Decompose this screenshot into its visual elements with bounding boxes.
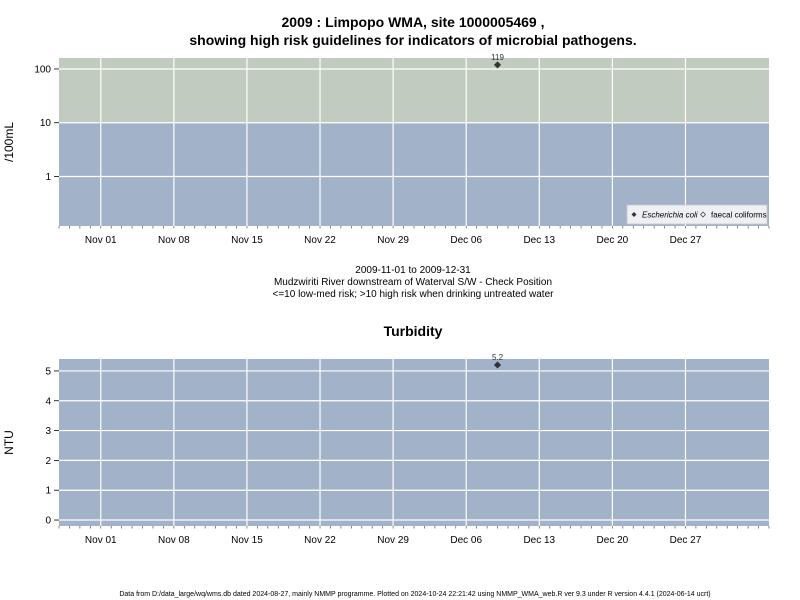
subtitle-date-range: 2009-11-01 to 2009-12-31 (355, 265, 471, 276)
y-tick-label: 1 (45, 172, 51, 183)
x-tick-label: Nov 01 (85, 535, 117, 546)
footer-note: Data from D:/data_large/wq/wms.db dated … (119, 591, 710, 598)
x-tick-label: Dec 13 (523, 235, 555, 246)
x-tick-label: Nov 22 (304, 535, 336, 546)
legend-label-faecal: faecal coliforms (711, 211, 767, 220)
data-label: 119 (491, 53, 504, 62)
x-tick-label: Dec 06 (450, 535, 482, 546)
chart-title-line1: 2009 : Limpopo WMA, site 1000005469 , (282, 14, 545, 30)
subtitle-risk-guideline: <=10 low-med risk; >10 high risk when dr… (273, 289, 555, 300)
x-tick-label: Nov 22 (304, 235, 336, 246)
legend-marker-faecal (700, 211, 706, 218)
subtitle-site-description: Mudzwiriti River downstream of Waterval … (274, 277, 552, 288)
x-tick-label: Nov 08 (158, 535, 190, 546)
data-point (493, 361, 502, 369)
x-tick-label: Dec 27 (670, 235, 702, 246)
y-tick-label: 1 (45, 486, 51, 497)
legend-label-ecoli: Escherichia coli (642, 211, 698, 220)
chart-title-line2: showing high risk guidelines for indicat… (189, 32, 636, 48)
x-tick-label: Nov 29 (377, 535, 409, 546)
turbidity-panel-title: Turbidity (384, 323, 443, 339)
turbidity-panel: Nov 01 Nov 08 Nov 15 Nov 22 Nov 29 Dec 06 Dec … (2, 353, 770, 546)
plot-background (59, 359, 769, 526)
x-tick-label: Dec 27 (670, 535, 702, 546)
x-tick-label: Nov 08 (158, 235, 190, 246)
x-tick-label: Nov 29 (377, 235, 409, 246)
high-risk-band (59, 58, 769, 123)
y-axis-label: /100mL (2, 122, 16, 162)
y-tick-label: 3 (45, 426, 51, 437)
y-tick-label: 100 (34, 64, 51, 75)
x-tick-label: Dec 13 (523, 535, 555, 546)
x-tick-label: Dec 20 (597, 235, 629, 246)
data-point (493, 61, 502, 69)
ecoli-panel: Nov 01 Nov 08 Nov 15 Nov 22 Nov 29 Dec 06 Dec … (2, 53, 770, 246)
legend-marker-ecoli (631, 212, 637, 217)
data-label: 5.2 (492, 353, 504, 362)
x-tick-label: Dec 06 (450, 235, 482, 246)
legend-box (626, 204, 768, 225)
y-axis-label: NTU (2, 430, 16, 455)
y-tick-label: 10 (40, 118, 52, 129)
y-tick-label: 5 (45, 366, 51, 377)
y-tick-label: 4 (45, 396, 51, 407)
x-tick-label: Dec 20 (597, 535, 629, 546)
x-tick-label: Nov 01 (85, 235, 117, 246)
y-tick-label: 0 (45, 516, 51, 527)
x-tick-label: Nov 15 (231, 235, 263, 246)
x-tick-label: Nov 15 (231, 535, 263, 546)
y-tick-label: 2 (45, 456, 51, 467)
